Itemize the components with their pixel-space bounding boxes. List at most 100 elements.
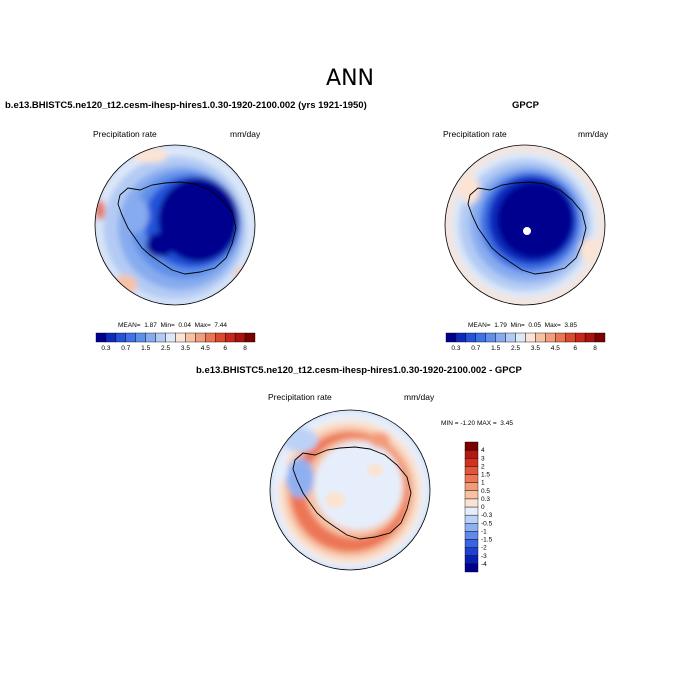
panel1-colorbar-swatch	[135, 332, 146, 343]
panel3-colorbar-tick-label: 4	[481, 447, 485, 454]
panel1-min-label: Min=	[160, 322, 175, 329]
panel2-colorbar-swatch	[565, 332, 576, 343]
panel2-colorbar-swatch	[455, 332, 467, 343]
panel2-colorbar-swatch	[485, 332, 496, 343]
panel2-mean: 1.79	[494, 322, 507, 329]
panel2-mean-label: MEAN=	[468, 322, 491, 329]
panel3-variable: Precipitation rate	[268, 392, 332, 402]
panel3-max-label: MAX =	[476, 420, 497, 427]
panel3-colorbar-swatch	[464, 555, 479, 565]
panel3-max: 3.45	[500, 420, 513, 427]
panel1-colorbar-tick-label: 3.5	[181, 345, 190, 352]
panel3-colorbar-swatch	[464, 498, 479, 508]
panel3-colorbar-tick-label: -2	[481, 545, 487, 552]
panel1-map-border	[94, 144, 256, 306]
panel2-max: 3.85	[564, 322, 578, 329]
panel1-colorbar-swatch	[185, 332, 196, 343]
panel2-min: 0.05	[528, 322, 542, 329]
panel1-colorbar-swatch	[125, 332, 136, 343]
panel1-colorbar-swatch	[155, 332, 166, 343]
panel2-colorbar-tick-label: 0.3	[451, 345, 460, 352]
panel3-colorbar-swatch	[464, 539, 479, 548]
panel3-colorbar-swatch	[464, 514, 479, 524]
panel3-colorbar-tick-label: 0.5	[481, 488, 490, 495]
panel3-colorbar-tick-label: 0	[481, 504, 485, 511]
panel1-colorbar-swatch	[234, 332, 246, 343]
panel2-colorbar-swatch	[555, 332, 566, 343]
panel1-colorbar-tick-label: 4.5	[201, 345, 210, 352]
panel3-coastline	[292, 446, 412, 540]
panel2-colorbar-swatch	[574, 332, 586, 343]
panel3-units: mm/day	[404, 392, 435, 402]
panel1-stats: MEAN= 1.87 Min= 0.04 Max= 7.44	[118, 322, 227, 329]
panel2-colorbar-swatch	[525, 332, 536, 343]
panel2-colorbar-tick-label: 2.5	[511, 345, 520, 352]
panel2-colorbar-swatch	[594, 332, 606, 343]
panel3-map-border	[269, 409, 431, 571]
panel1-map	[94, 144, 256, 306]
panel2-colorbar-swatch	[515, 332, 526, 343]
panel3-colorbar-tick-label: 3	[481, 455, 485, 462]
panel3-colorbar-tick-label: 1	[481, 480, 485, 487]
panel3-colorbar-swatch	[464, 449, 479, 459]
panel2-units: mm/day	[578, 129, 609, 139]
panel3-colorbar-tick-label: -0.5	[481, 520, 493, 527]
panel2-colorbar-swatch	[545, 332, 556, 343]
panel2-colorbar-tick-label: 3.5	[531, 345, 540, 352]
panel3-colorbar-swatch	[464, 482, 479, 491]
panel3-title: b.e13.BHISTC5.ne120_t12.cesm-ihesp-hires…	[196, 365, 522, 376]
panel3-colorbar-tick-label: -3	[481, 553, 487, 560]
panel3-colorbar-tick-label: 0.3	[481, 496, 490, 503]
panel1-max: 7.44	[214, 322, 228, 329]
panel1-colorbar-swatch	[205, 332, 216, 343]
panel1-colorbar-swatch	[95, 332, 107, 343]
panel3-colorbar-swatch	[464, 474, 479, 483]
panel1-colorbar-swatch	[224, 332, 236, 343]
panel2-missing-data-hole	[523, 227, 531, 235]
panel2-colorbar-swatch	[445, 332, 457, 343]
panel2-min-label: Min=	[510, 322, 525, 329]
panel2-colorbar-tick-label: 0.7	[471, 345, 480, 352]
panel2-colorbar-tick-label: 1.5	[491, 345, 500, 352]
panel1-colorbar-swatch	[195, 332, 206, 343]
panel2-colorbar-swatch	[465, 332, 477, 343]
panel2-colorbar-tick-label: 6	[573, 345, 577, 352]
panel3-map	[269, 409, 431, 571]
panel3-colorbar-swatch	[464, 490, 479, 500]
panel2-variable: Precipitation rate	[443, 129, 507, 139]
panel3-colorbar-swatch	[464, 466, 479, 475]
panel2-colorbar-swatch	[475, 332, 486, 343]
panel1-colorbar-tick-label: 8	[243, 345, 247, 352]
panel1-min: 0.04	[178, 322, 192, 329]
panel2-colorbar-tick-label: 8	[593, 345, 597, 352]
panel1-title: b.e13.BHISTC5.ne120_t12.cesm-ihesp-hires…	[5, 100, 367, 111]
panel3-colorbar-tick-label: -1.5	[481, 537, 493, 544]
panel1-colorbar-swatch	[175, 332, 186, 343]
panel3-colorbar-tick-label: -4	[481, 561, 487, 568]
panel3-colorbar-swatch	[464, 563, 479, 573]
panel1-colorbar-tick-label: 0.7	[121, 345, 130, 352]
panel3-colorbar-tick-label: 2	[481, 463, 485, 470]
panel1-colorbar-tick-label: 6	[223, 345, 227, 352]
panel2-colorbar-swatch	[535, 332, 546, 343]
panel1-colorbar-swatch	[244, 332, 256, 343]
panel1-colorbar-tick-label: 2.5	[161, 345, 170, 352]
panel2-title: GPCP	[512, 100, 539, 111]
panel1-colorbar-tick-label: 0.3	[101, 345, 110, 352]
panel1-mean: 1.87	[144, 322, 157, 329]
panel3-colorbar: 432 1.510.50.30-0.3-0.5-1 -1.5-2-3-4	[464, 441, 493, 573]
panel3-colorbar-swatch	[464, 547, 479, 556]
panel3-colorbar-swatch	[464, 531, 479, 540]
panel2-map-border	[444, 144, 606, 306]
panel1-variable: Precipitation rate	[93, 129, 157, 139]
panel1-colorbar-swatch	[115, 332, 127, 343]
panel2-colorbar-swatch	[584, 332, 596, 343]
figure-title: ANN	[326, 66, 374, 91]
panel3-min: -1.20	[460, 420, 476, 427]
panel3-colorbar-swatch	[464, 458, 479, 467]
panel1-colorbar-swatch	[215, 332, 226, 343]
panel3-stats: MIN = -1.20 MAX = 3.45	[441, 420, 513, 427]
panel3-colorbar-swatch	[464, 523, 479, 532]
panel3-colorbar-swatch	[464, 506, 479, 516]
